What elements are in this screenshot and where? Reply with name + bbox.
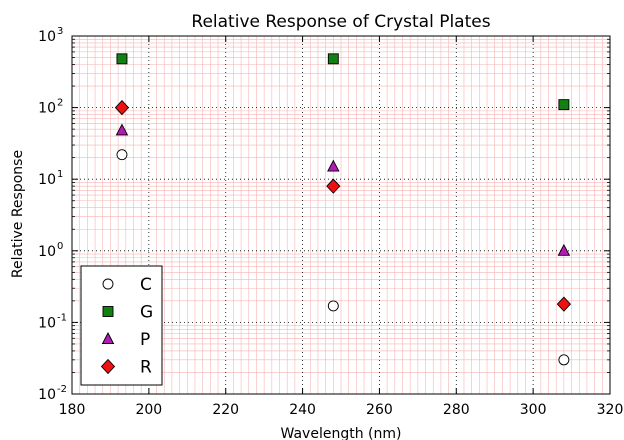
y-tick-label: 10 — [38, 172, 56, 188]
y-tick-exponent: 0 — [57, 241, 63, 252]
series-p — [115, 123, 571, 256]
legend-marker-p — [101, 332, 115, 344]
legend-marker-g — [102, 306, 114, 317]
series-g — [116, 53, 570, 111]
x-tick-label: 300 — [520, 402, 547, 418]
data-point-c — [116, 149, 128, 161]
data-point-p — [115, 123, 129, 136]
y-tick-label: 10 — [38, 387, 56, 403]
x-tick-label: 220 — [212, 402, 239, 418]
data-point-g — [327, 53, 339, 65]
x-tick-label: 180 — [59, 402, 86, 418]
legend-label-p: P — [140, 330, 150, 350]
legend-marker-c — [102, 278, 114, 290]
y-tick-exponent: 1 — [57, 169, 63, 180]
y-tick-exponent: 3 — [57, 26, 63, 37]
data-point-g — [116, 53, 128, 65]
legend-box — [80, 265, 163, 386]
y-tick-exponent: -2 — [57, 384, 67, 395]
x-tick-label: 200 — [135, 402, 162, 418]
y-tick-exponent: 2 — [57, 98, 63, 109]
y-tick-label: 10 — [38, 315, 56, 331]
legend-label-c: C — [140, 275, 152, 295]
series-c — [116, 149, 570, 366]
plot-frame — [71, 35, 611, 395]
x-axis-label: Wavelength (nm) — [281, 426, 402, 440]
y-tick-label: 10 — [38, 101, 56, 117]
data-point-c — [327, 300, 339, 312]
legend-label-r: R — [140, 358, 152, 378]
x-tick-label: 240 — [289, 402, 316, 418]
x-tick-label: 320 — [597, 402, 624, 418]
data-point-p — [327, 159, 340, 172]
data-point-r — [326, 178, 341, 194]
chart-title: Relative Response of Crystal Plates — [191, 12, 490, 32]
y-tick-label: 10 — [38, 244, 56, 260]
data-point-g — [558, 99, 570, 111]
legend-label-g: G — [140, 303, 153, 323]
y-axis-label: Relative Response — [10, 150, 26, 278]
x-tick-label: 260 — [366, 402, 393, 418]
y-tick-label: 10 — [38, 29, 56, 45]
data-point-c — [558, 354, 570, 366]
grid — [72, 36, 610, 394]
data-point-p — [557, 243, 571, 256]
series-r — [114, 99, 571, 312]
legend-marker-r — [100, 358, 116, 375]
y-tick-exponent: -1 — [57, 312, 67, 323]
data-point-r — [556, 296, 571, 312]
x-tick-label: 280 — [443, 402, 470, 418]
data-point-r — [114, 99, 130, 116]
